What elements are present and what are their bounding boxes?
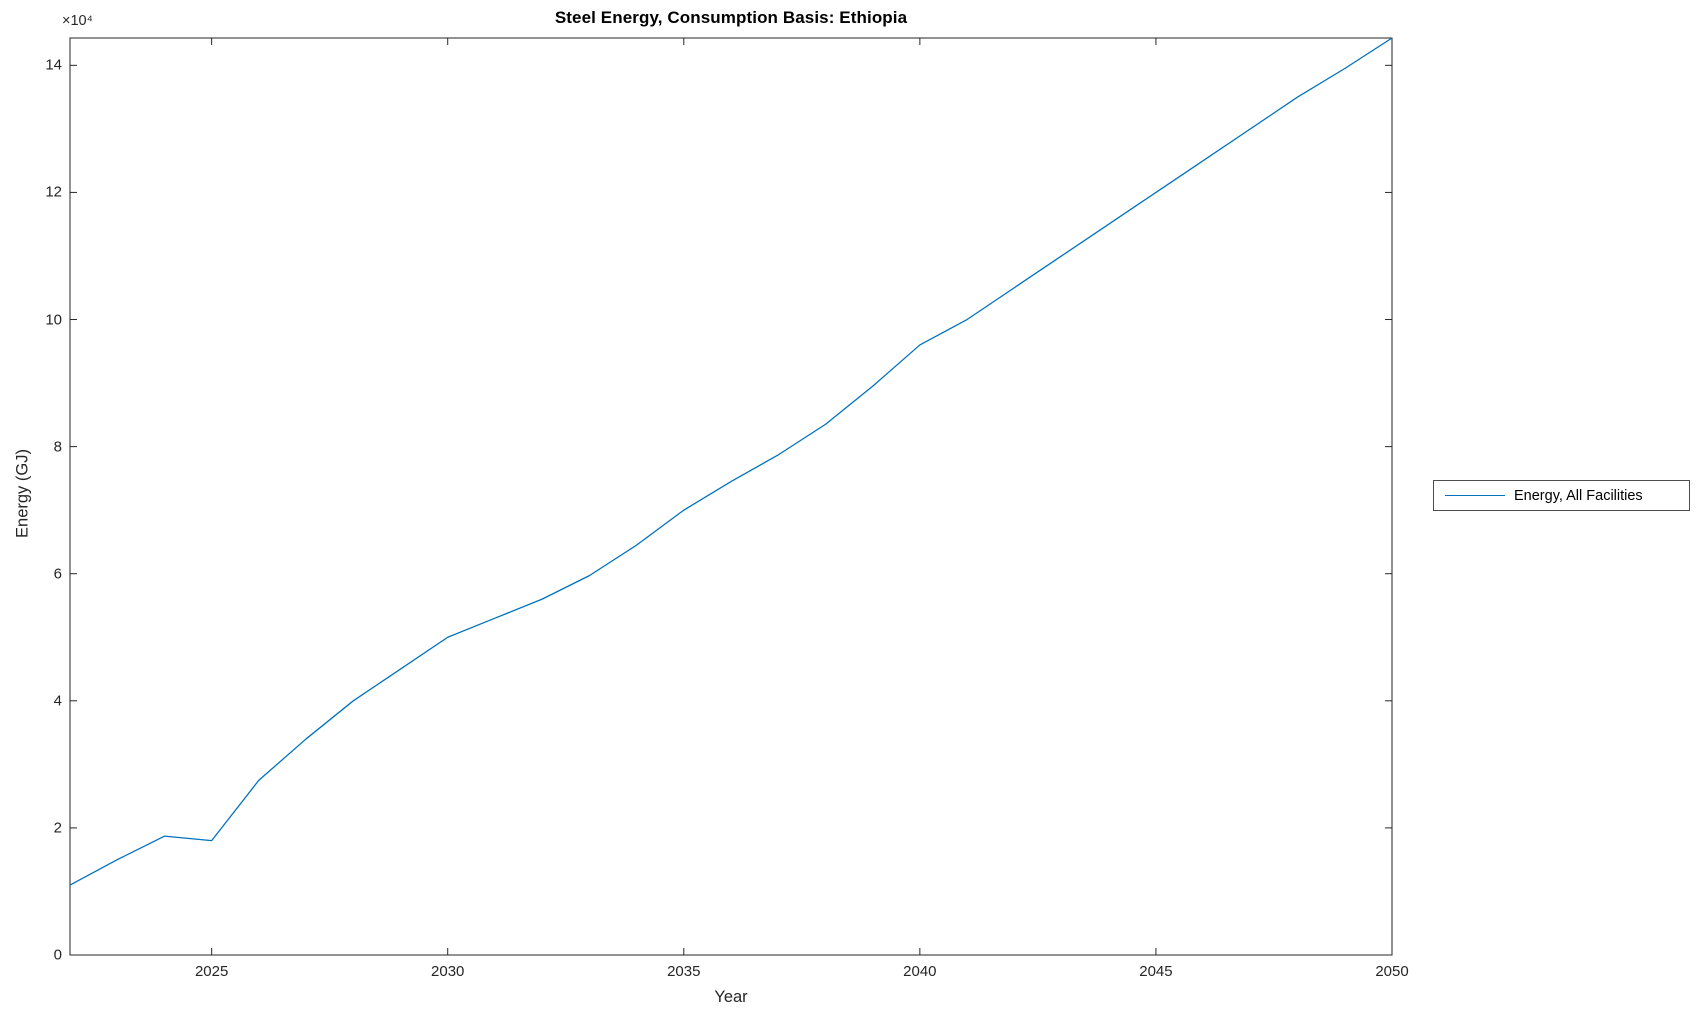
y-tick-label: 14 [45,56,62,74]
data-line-energy-all-facilities [69,37,1393,886]
x-axis-label: Year [714,988,748,1006]
x-tick-label: 2025 [194,963,229,980]
y-tick-label: 8 [53,438,62,456]
y-tick-label: 12 [45,183,62,201]
y-tick-label: 0 [53,946,62,964]
legend[interactable]: Energy, All Facilities [1433,480,1690,511]
x-tick-label: 2050 [1375,963,1409,980]
x-tick-label: 2045 [1139,963,1173,980]
y-axis-multiplier: ×10⁴ [62,13,93,29]
legend-line-sample-icon [1445,495,1505,496]
y-tick-label: 6 [53,565,62,583]
x-tick-label: 2040 [903,963,937,980]
y-tick-label: 4 [53,692,62,710]
y-tick-label: 10 [45,311,62,329]
x-tick-label: 2035 [667,963,701,980]
x-tick-label: 2030 [431,963,465,980]
chart-title: Steel Energy, Consumption Basis: Ethiopi… [554,8,908,27]
legend-label: Energy, All Facilities [1514,487,1643,504]
y-tick-label: 2 [53,819,62,837]
axes-box [69,37,1393,956]
